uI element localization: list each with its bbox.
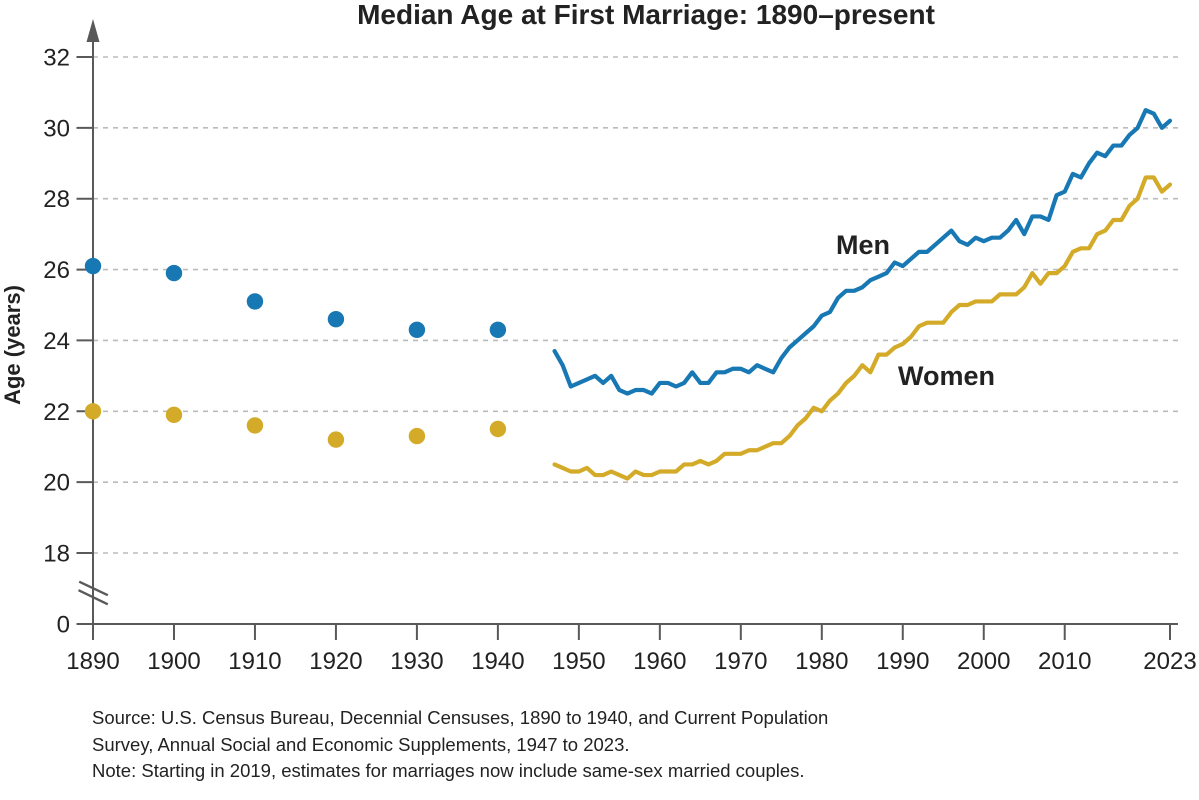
svg-text:Women: Women xyxy=(898,361,995,391)
svg-text:Age (years): Age (years) xyxy=(0,285,25,405)
svg-text:18: 18 xyxy=(43,541,70,568)
svg-text:0: 0 xyxy=(57,612,70,639)
svg-text:1920: 1920 xyxy=(309,648,362,675)
svg-text:1970: 1970 xyxy=(714,648,767,675)
svg-text:1940: 1940 xyxy=(471,648,524,675)
svg-text:20: 20 xyxy=(43,470,70,497)
svg-text:30: 30 xyxy=(43,115,70,142)
svg-text:1890: 1890 xyxy=(66,648,119,675)
svg-text:24: 24 xyxy=(43,328,70,355)
svg-text:1900: 1900 xyxy=(147,648,200,675)
svg-text:1980: 1980 xyxy=(795,648,848,675)
svg-text:2000: 2000 xyxy=(957,648,1010,675)
svg-text:26: 26 xyxy=(43,257,70,284)
svg-text:2023: 2023 xyxy=(1143,648,1196,675)
svg-text:1960: 1960 xyxy=(633,648,686,675)
svg-text:1910: 1910 xyxy=(228,648,281,675)
svg-text:1950: 1950 xyxy=(552,648,605,675)
svg-text:1930: 1930 xyxy=(390,648,443,675)
svg-text:32: 32 xyxy=(43,45,70,72)
svg-text:1990: 1990 xyxy=(876,648,929,675)
svg-text:28: 28 xyxy=(43,186,70,213)
svg-text:22: 22 xyxy=(43,399,70,426)
svg-text:Median Age at First Marriage:: Median Age at First Marriage: 1890–prese… xyxy=(357,0,935,30)
svg-text:2010: 2010 xyxy=(1038,648,1091,675)
svg-text:Men: Men xyxy=(836,230,890,260)
